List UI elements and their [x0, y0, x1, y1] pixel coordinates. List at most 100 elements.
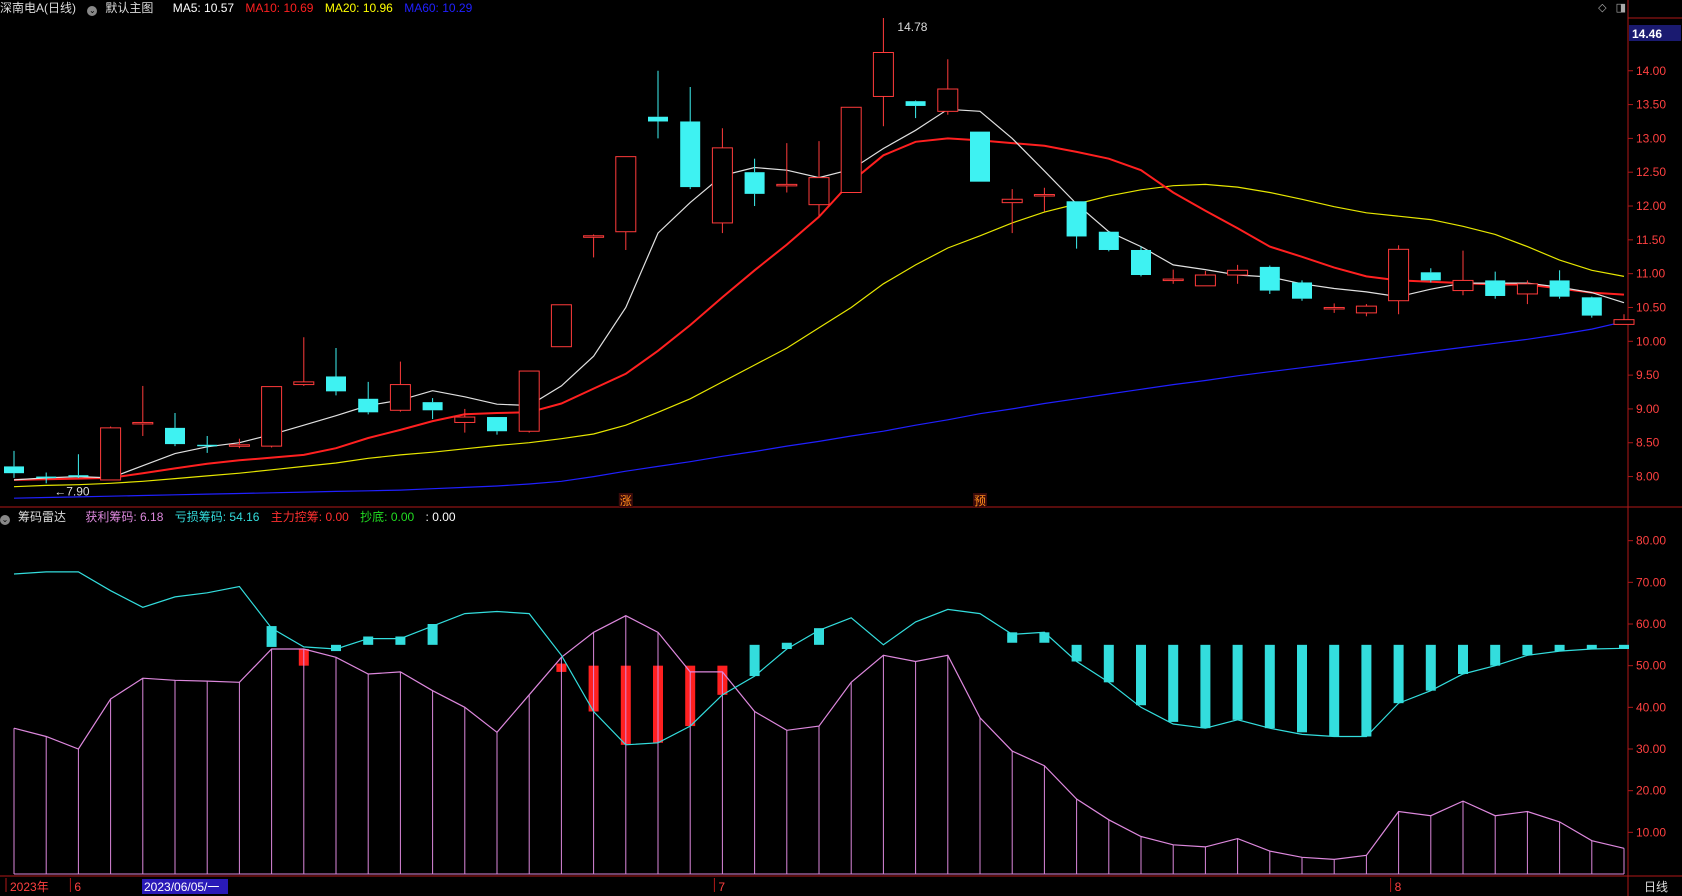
indicator-bar [1393, 644, 1404, 704]
indicator-selector[interactable]: ⌄ 筹码雷达 [0, 510, 74, 525]
indicator-tick-label: 30.00 [1636, 742, 1666, 756]
candle [776, 143, 798, 193]
candle [100, 426, 122, 481]
candle [872, 18, 894, 127]
chevron-down-icon[interactable]: ⌄ [87, 6, 98, 16]
candle-body [1162, 278, 1184, 282]
candle [454, 408, 476, 433]
time-label: 6 [74, 880, 81, 894]
ma60-line [13, 321, 1625, 499]
last-price-box [1629, 25, 1681, 41]
candle-body [648, 116, 668, 122]
candle [389, 361, 411, 412]
candle-body [1485, 280, 1506, 296]
candle-body [550, 304, 572, 348]
candle [36, 472, 57, 484]
candle-body [422, 402, 443, 411]
candle-body [744, 172, 765, 194]
candle [905, 100, 926, 119]
indicator-tick-label: 20.00 [1636, 784, 1666, 798]
indicator-bar [1458, 644, 1468, 674]
candle-body [1323, 306, 1345, 310]
candle-body [1549, 280, 1570, 297]
moving-average-lines [13, 108, 1625, 499]
indicator-bar [749, 644, 760, 677]
stock-title[interactable]: 深南电A(日线) [0, 1, 76, 15]
indicator-name: 筹码雷达 [18, 510, 67, 524]
candle-body [905, 101, 926, 106]
time-label: 2023年 [10, 880, 49, 894]
candle-body [165, 427, 185, 445]
candle [1516, 280, 1538, 305]
candle [197, 435, 218, 453]
template-selector[interactable]: ⌄ 默认主图 [87, 1, 161, 16]
candle [1549, 270, 1570, 299]
time-label: 7 [718, 880, 725, 894]
candle [1292, 280, 1312, 301]
candle-body [937, 88, 959, 112]
price-tick-label: 8.00 [1636, 470, 1660, 484]
indicator-bar [1361, 644, 1372, 737]
candle [615, 156, 637, 250]
indicator-bar [331, 644, 341, 652]
candle [1388, 245, 1410, 315]
indicator-bar [814, 628, 824, 645]
candle-body [1292, 282, 1312, 299]
candle-body [358, 398, 379, 413]
indicator-tick-label: 60.00 [1636, 617, 1666, 631]
candle [1162, 269, 1184, 284]
candle-body [1388, 248, 1410, 302]
candle [1613, 314, 1635, 325]
price-tick-label: 10.00 [1636, 334, 1666, 348]
ma20-line [13, 183, 1625, 488]
candle-body [1194, 274, 1216, 287]
indicator-bar [1168, 644, 1179, 722]
price-tick-label: 13.00 [1636, 131, 1666, 145]
candle-body [261, 386, 283, 447]
indicator-bar [266, 626, 277, 647]
indicator-bar [1586, 644, 1597, 649]
indicator-bar [1619, 644, 1629, 649]
candle-body [487, 417, 507, 432]
indicator-bar [1232, 644, 1243, 720]
indicator-bar [1490, 644, 1501, 666]
indicator-bar [363, 636, 374, 645]
candle-body [808, 177, 830, 206]
price-tick-label: 14.00 [1636, 64, 1666, 78]
price-tick-label: 9.00 [1636, 402, 1660, 416]
candle-body [68, 475, 89, 477]
indicator-tick-label: 70.00 [1636, 575, 1666, 589]
diamond-icon[interactable]: ◇ [1598, 2, 1607, 14]
marker-box [618, 493, 633, 507]
profit-chips-line [13, 615, 1625, 861]
indicator-header: ⌄ 筹码雷达 获利筹码: 6.18 亏损筹码: 54.16 主力控筹: 0.00 … [0, 509, 464, 525]
period-label: 日线 [1644, 880, 1668, 894]
price-axis: 8.00 8.50 9.00 9.50 10.00 10.50 11.00 11.50 12.0… [1628, 25, 1681, 484]
indicator-bar [1136, 644, 1146, 706]
candle [711, 128, 733, 234]
candle [1227, 264, 1249, 284]
candle-body [1581, 297, 1602, 316]
candle-body [1033, 194, 1055, 197]
ma20-label: MA20: 10.96 [324, 1, 393, 15]
indicator-lines [13, 571, 1625, 875]
candlesticks[interactable] [4, 18, 1635, 484]
price-tick-label: 8.50 [1636, 436, 1660, 450]
panel-toggle-icon[interactable]: ◨ [1615, 2, 1626, 14]
chevron-down-icon[interactable]: ⌄ [0, 515, 10, 525]
indicator-bar [1264, 644, 1275, 729]
candle [808, 141, 830, 217]
candle [937, 59, 959, 115]
price-tick-label: 11.00 [1636, 267, 1665, 281]
candle-body [1066, 201, 1087, 237]
candle-body [454, 416, 476, 423]
marker-label: 预 [974, 494, 986, 508]
candle-body [680, 121, 701, 188]
price-tick-label: 9.50 [1636, 368, 1660, 382]
candle-body [293, 381, 315, 386]
candle-body [583, 235, 605, 238]
candle [1098, 231, 1119, 252]
indicator-bar [1007, 632, 1018, 643]
indicator-bar [395, 636, 406, 645]
